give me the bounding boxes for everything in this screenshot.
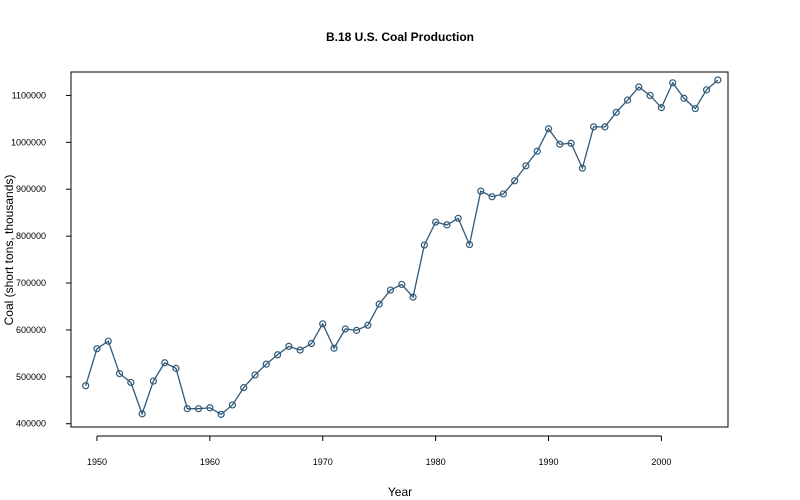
data-point [364,321,372,329]
data-point [183,405,191,413]
data-point [206,404,214,412]
data-point [228,401,237,409]
data-point [398,280,406,289]
data-point [522,162,530,170]
data-point [680,94,688,102]
data-point [432,218,440,226]
data-point [172,364,180,372]
chart-title: B.18 U.S. Coal Production [326,30,474,44]
data-point [465,240,474,249]
data-point [511,177,519,185]
x-tick-label: 1980 [426,457,446,467]
data-point [161,359,169,367]
data-point [386,286,395,294]
y-tick-label: 1000000 [11,137,46,147]
x-axis-label: Year [388,485,412,499]
data-point [353,326,361,334]
data-point [273,351,282,359]
x-tick-label: 1970 [313,457,333,467]
x-tick-label: 1950 [87,457,107,467]
data-point [691,104,699,113]
y-tick-label: 900000 [16,184,46,194]
y-tick-label: 1100000 [12,90,46,100]
data-point [285,342,293,350]
data-point [669,79,677,87]
data-point [194,405,203,413]
data-point [82,382,90,390]
data-point [499,190,507,198]
data-point [623,96,632,104]
data-point [635,83,643,91]
x-axis: 1950 1960 1970 1980 1990 2000 [87,435,671,467]
data-point [93,345,101,353]
y-axis-label: Coal (short tons, thousands) [2,175,16,326]
data-point [578,164,586,172]
y-axis: 400000 500000 600000 700000 800000 900000 1000… [11,90,71,429]
data-point [544,125,553,133]
y-tick-label: 400000 [16,419,46,429]
x-tick-label: 1990 [538,457,558,467]
data-point [714,76,722,84]
data-point [488,193,496,201]
series-coal-production [82,76,722,418]
data-point [330,344,338,352]
plot-frame [70,71,729,428]
data-point [319,320,327,328]
data-point [454,214,462,222]
data-point [296,346,304,354]
data-point [307,339,316,348]
data-point [567,139,575,147]
data-point [149,377,158,385]
data-point [262,360,270,368]
data-point [409,293,417,301]
y-tick-label: 700000 [16,278,46,288]
data-point [646,91,654,100]
data-point [251,371,259,379]
data-point [104,337,112,345]
data-point [477,187,485,195]
data-point [240,384,248,392]
data-point [138,410,146,418]
data-point [115,369,124,378]
data-point [601,123,609,131]
data-point [590,123,598,131]
data-point [702,86,711,94]
data-point [341,325,349,333]
data-point [612,108,620,116]
data-point [556,140,564,148]
x-tick-label: 2000 [651,457,671,467]
y-tick-label: 800000 [16,231,46,241]
y-tick-label: 600000 [16,325,46,335]
data-point [375,300,383,308]
data-point [420,241,428,249]
data-point [443,221,451,229]
data-point [127,378,135,387]
data-point [533,147,541,155]
y-tick-label: 500000 [16,372,46,382]
series-line [85,79,719,416]
x-tick-label: 1960 [200,457,220,467]
data-point [657,104,666,112]
data-point [217,410,225,418]
